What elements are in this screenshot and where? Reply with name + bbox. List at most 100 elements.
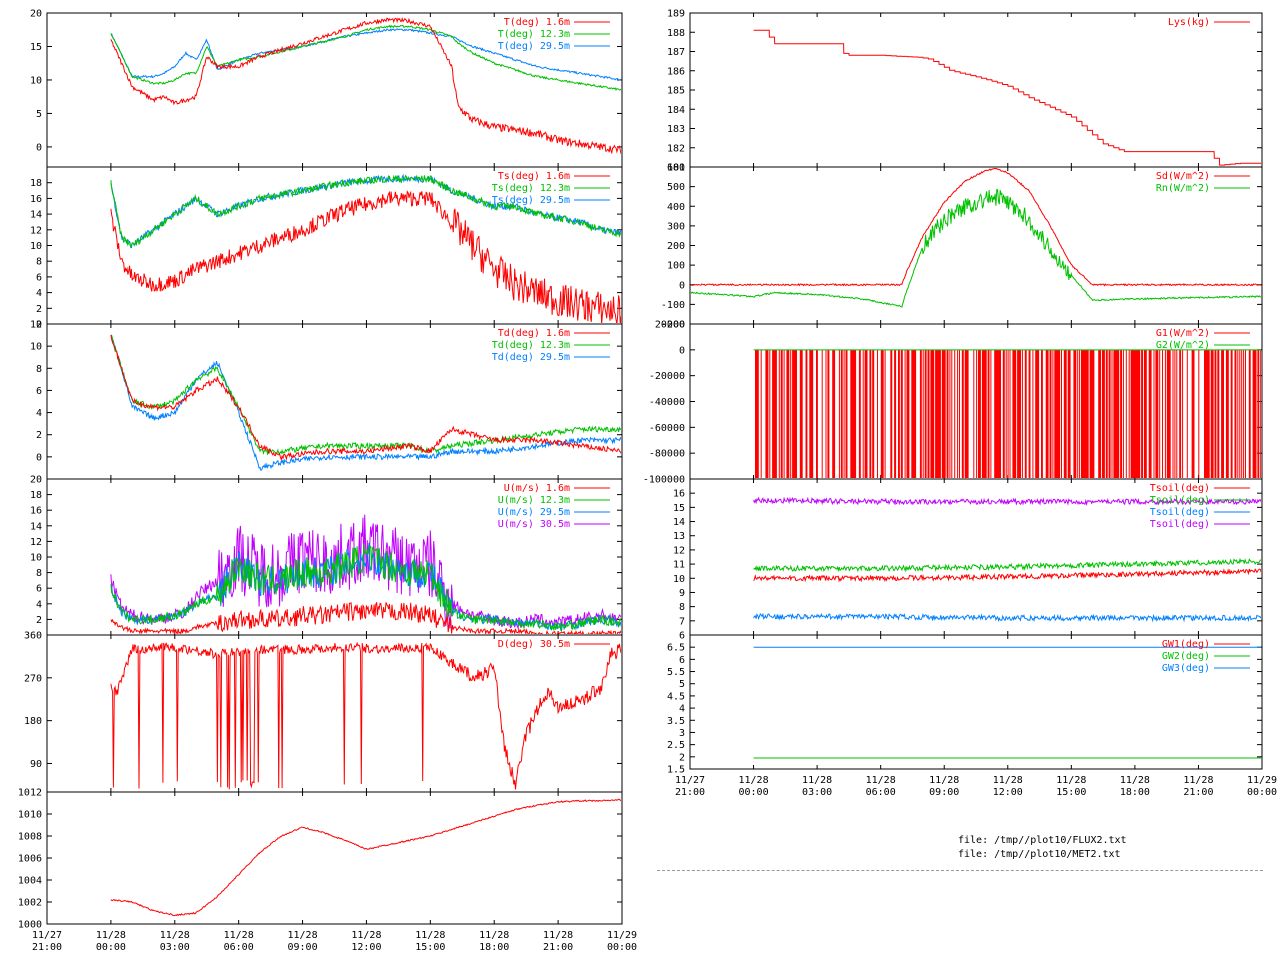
x-tick-label-time: 09:00 [288,942,318,953]
series-line-Ts(deg) 1.6m [110,190,621,323]
y-tick-label: 100 [667,261,685,272]
series-group [110,514,621,634]
y-tick-label: 16 [30,194,42,205]
x-tick-label-time: 12:00 [993,787,1023,798]
x-tick-label-date: 11/28 [1120,775,1150,786]
series-group [753,29,1261,166]
legend-label: Td(deg) 12.3m [492,340,570,351]
x-tick-label-date: 11/28 [802,775,832,786]
x-tick-label-time: 21:00 [1183,787,1213,798]
series-group [691,168,1261,308]
y-tick-label: 15 [673,503,685,514]
y-tick-label: 2 [36,615,42,626]
y-tick-label: 186 [667,66,685,77]
series-line-U(m/s) 1.6m [110,602,621,634]
series-group [110,798,621,917]
y-tick-label: 0 [679,345,685,356]
y-tick-label: 7 [679,616,685,627]
legend-label: GW3(deg) [1162,663,1210,674]
series-line-Td(deg) 1.6m [110,334,621,462]
x-tick-label-time: 06:00 [866,787,896,798]
x-tick-label-time: 18:00 [1120,787,1150,798]
legend-label: Ts(deg) 1.6m [498,171,570,182]
y-tick-label: 9 [679,588,685,599]
panel-frame-pressure [46,791,623,925]
y-tick-label: -20000 [649,371,685,382]
y-tick-label: 0 [36,142,42,153]
series-line-T(deg) 12.3m [110,24,621,91]
y-tick-label: 8 [36,364,42,375]
legend-label: Rn(W/m^2) [1156,183,1210,194]
y-tick-label: 6.5 [667,643,685,654]
series-line-P(hPa) [110,798,621,917]
x-tick-label-time: 21:00 [543,942,573,953]
series-line-G1(W/m^2) [755,349,1261,478]
legend-label: Tsoil(deg) [1150,483,1210,494]
panel-frame-lys [689,12,1263,168]
y-tick-label: 13 [673,531,685,542]
x-tick-label-date: 11/28 [415,930,445,941]
y-tick-label: 10 [673,574,685,585]
y-tick-label: 185 [667,86,685,97]
y-tick-label: 20 [30,9,42,20]
y-tick-label: 187 [667,47,685,58]
y-tick-label: 4 [679,704,685,715]
legend-label: T(deg) 29.5m [498,41,570,52]
x-tick-label-date: 11/28 [543,930,573,941]
y-tick-label: 5 [679,679,685,690]
x-tick-label-date: 11/28 [224,930,254,941]
legend-label: T(deg) 1.6m [504,17,570,28]
y-tick-label: -100000 [643,475,685,486]
y-tick-label: 600 [667,163,685,174]
x-tick-label-date: 11/28 [288,930,318,941]
series-group [110,334,621,471]
y-tick-label: 20000 [655,320,685,331]
series-line-Tsoil(deg) [753,557,1261,573]
y-tick-label: 8 [36,568,42,579]
legend-label: GW1(deg) [1162,639,1210,650]
series-line-Td(deg) 12.3m [110,334,621,456]
x-tick-label-date: 11/27 [32,930,62,941]
y-tick-label: 2 [36,430,42,441]
y-tick-label: 1006 [18,854,42,865]
y-tick-label: 12 [30,320,42,331]
y-tick-label: 400 [667,202,685,213]
panel-frame-direction [46,634,623,793]
legend-label: Lys(kg) [1168,17,1210,28]
y-tick-label: 5 [36,109,42,120]
y-tick-label: 10 [30,241,42,252]
x-tick-label-date: 11/28 [1183,775,1213,786]
y-tick-label: 3 [679,728,685,739]
legend-label: G2(W/m^2) [1156,340,1210,351]
series-line-T(deg) 1.6m [110,17,621,155]
series-line-U(m/s) 30.5m [110,514,621,630]
y-tick-label: 6 [36,386,42,397]
legend-label: Tsoil(deg) [1150,507,1210,518]
legend-label: U(m/s) 30.5m [498,519,570,530]
series-line-Rn(W/m^2) [691,189,1261,308]
x-tick-label-time: 09:00 [929,787,959,798]
y-tick-label: 2.5 [667,740,685,751]
y-tick-label: -60000 [649,423,685,434]
y-tick-label: 5.5 [667,667,685,678]
y-tick-label: 500 [667,182,685,193]
x-tick-label-time: 00:00 [96,942,126,953]
x-tick-label-time: 06:00 [224,942,254,953]
y-tick-label: -80000 [649,449,685,460]
series-group [110,641,621,790]
series-line-Sd(W/m^2) [691,168,1261,287]
y-tick-label: 1.5 [667,765,685,776]
y-tick-label: 189 [667,9,685,20]
y-tick-label: 11 [673,560,685,571]
x-tick-label-time: 03:00 [802,787,832,798]
y-tick-label: 183 [667,124,685,135]
y-tick-label: 15 [30,42,42,53]
y-tick-label: 18 [30,490,42,501]
x-tick-label-date: 11/28 [351,930,381,941]
x-tick-label-time: 18:00 [479,942,509,953]
y-tick-label: -40000 [649,397,685,408]
y-tick-label: 188 [667,28,685,39]
y-tick-label: 3.5 [667,716,685,727]
legend-label: U(m/s) 1.6m [504,483,570,494]
y-tick-label: 12 [30,537,42,548]
